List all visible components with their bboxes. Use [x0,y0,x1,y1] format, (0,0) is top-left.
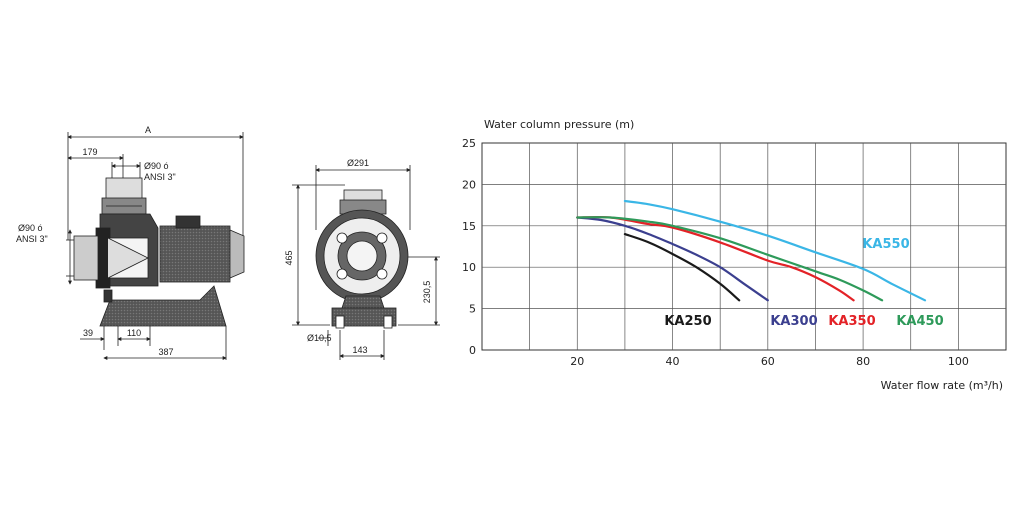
x-tick-label: 80 [856,355,870,368]
series-line-ka550 [623,199,927,302]
y-tick-label: 25 [462,137,476,150]
dim-179-label: 179 [82,147,97,157]
series-label-ka250: KA250 [664,314,711,329]
inlet-dim-label-1: Ø90 ó [18,223,43,233]
y-tick-label: 20 [462,178,476,191]
y-tick-label: 10 [462,261,476,274]
x-tick-label: 20 [570,355,584,368]
y-tick-label: 0 [469,344,476,357]
x-tick-label: 100 [948,355,969,368]
dim-10-5-label: Ø10,5 [307,333,332,343]
series-label-ka550: KA550 [862,237,909,252]
x-tick-label: 40 [666,355,680,368]
series-line-ka450 [576,216,884,302]
dim-465-label: 465 [284,250,294,265]
y-tick-label: 5 [469,303,476,316]
y-axis-title: Water column pressure (m) [484,118,634,131]
outlet-dim-label-2: ANSI 3" [144,172,176,182]
dim-39-label: 39 [83,328,93,338]
front-view-drawing [292,165,440,360]
chart-series [576,199,927,302]
series-line-ka350 [576,215,855,302]
series-label-ka300: KA300 [770,314,817,329]
plot-frame [481,142,1007,351]
series-label-ka350: KA350 [828,314,875,329]
y-tick-label: 15 [462,220,476,233]
outlet-dim-label-1: Ø90 ó [144,161,169,171]
dim-143-label: 143 [352,345,367,355]
series-line-ka300 [576,216,769,302]
dim-291-label: Ø291 [347,158,369,168]
chart-series-labels: KA250 KA300 KA350 KA450 KA550 [664,237,943,329]
dim-110-label: 110 [127,328,141,338]
series-line-ka250 [623,233,741,302]
side-view-drawing [66,132,245,360]
x-axis-title: Water flow rate (m³/h) [881,379,1003,392]
dim-a-label: A [145,125,151,135]
inlet-dim-label-2: ANSI 3" [16,234,48,244]
dim-230-5-label: 230,5 [422,281,432,304]
chart-grid [481,142,1007,351]
x-tick-label: 60 [761,355,775,368]
chart-ticks: 20 40 60 80 100 0 5 10 15 20 25 [462,137,969,368]
series-label-ka450: KA450 [896,314,943,329]
pump-drawings: A 179 Ø90 ó ANSI 3" Ø90 ó ANSI 3" 39 110… [16,125,440,360]
dim-387-label: 387 [158,347,173,357]
